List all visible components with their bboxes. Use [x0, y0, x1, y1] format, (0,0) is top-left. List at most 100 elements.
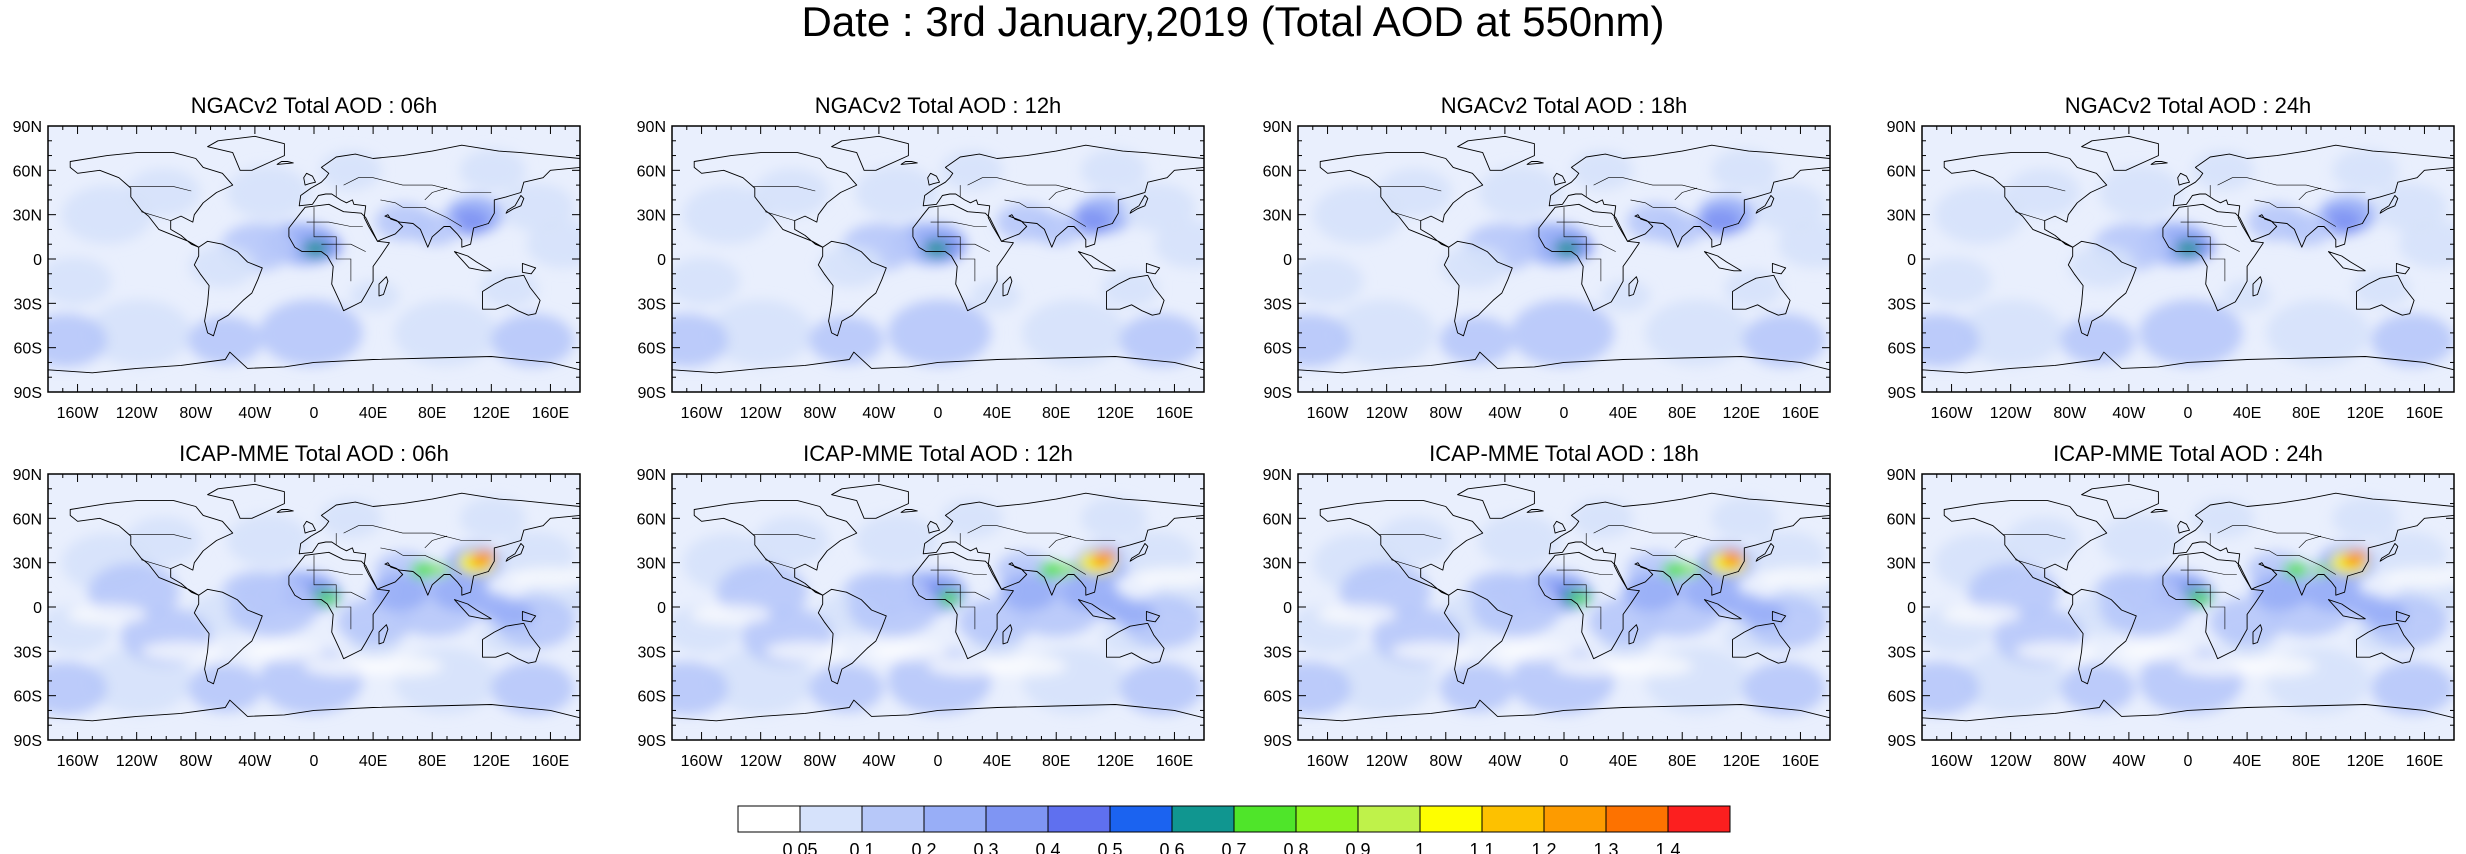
lon-label: 120W: [1366, 753, 1409, 770]
coastline: [831, 135, 909, 171]
clean-air-patch: [1941, 604, 2022, 625]
coastline: [2172, 144, 2454, 248]
lat-label: 30S: [14, 296, 42, 313]
lat-label: 90N: [637, 467, 666, 484]
lat-label: 30S: [638, 644, 666, 661]
lon-label: 160E: [2406, 753, 2443, 770]
lon-label: 40E: [359, 405, 387, 422]
coastline: [2081, 135, 2159, 171]
aod-plume: [48, 257, 112, 306]
colorbar-label: 1: [1415, 840, 1425, 854]
aod-plume: [478, 549, 496, 561]
coastline: [1106, 622, 1165, 664]
coastline: [276, 509, 294, 513]
country-border: [945, 243, 990, 252]
lat-label: 0: [657, 252, 666, 269]
lat-label: 30S: [1888, 296, 1916, 313]
country-border: [2003, 186, 2066, 192]
lon-label: 40E: [359, 753, 387, 770]
country-border: [1556, 221, 1613, 227]
panel-title: ICAP-MME Total AOD : 18h: [1429, 441, 1699, 466]
aod-plume: [1031, 213, 1082, 246]
panel-title: ICAP-MME Total AOD : 12h: [803, 441, 1073, 466]
lon-label: 160E: [1782, 405, 1819, 422]
aod-plume: [2371, 313, 2454, 367]
aod-map: 90N 60N 30N 0 30S 60S 90S 160W 120W 80W 40W 0 40E 80E…: [637, 119, 1205, 422]
coastline: [1457, 135, 1535, 171]
coastline: [1943, 152, 2108, 248]
aod-plume: [999, 573, 1058, 611]
coastline: [193, 240, 263, 337]
aod-plume: [754, 168, 829, 217]
coastline: [1298, 699, 1830, 740]
lon-label: 40W: [238, 753, 272, 770]
lon-label: 160W: [681, 405, 724, 422]
colorbar-label: 0.5: [1097, 840, 1122, 854]
clean-air-patch: [244, 641, 325, 662]
lon-label: 0: [934, 753, 943, 770]
aod-plume: [1439, 664, 1515, 713]
coastline: [378, 624, 389, 645]
aod-plume: [1922, 313, 1980, 367]
coastline: [912, 203, 1014, 312]
aod-plume: [2371, 661, 2454, 715]
lat-label: 90S: [1264, 385, 1292, 402]
aod-map: 90N 60N 30N 0 30S 60S 90S 160W 120W 80W 40W 0 40E 80E…: [13, 119, 581, 422]
lon-label: 80E: [418, 405, 446, 422]
aod-plume: [1742, 661, 1826, 715]
panel-title: NGACv2 Total AOD : 18h: [1440, 93, 1688, 118]
coastline: [1457, 483, 1535, 519]
country-border: [1593, 177, 1742, 193]
aod-plume: [1724, 269, 1783, 308]
clean-air-patch: [2118, 641, 2199, 662]
aod-plume: [1119, 661, 1203, 715]
aod-plume: [2352, 269, 2411, 308]
colorbar-label: 0.4: [1035, 840, 1060, 854]
coastline: [1077, 251, 1116, 272]
country-border: [1571, 243, 1616, 252]
aod-plume: [1699, 208, 1742, 236]
lat-label: 60N: [1263, 163, 1292, 180]
aod-plume: [1080, 149, 1147, 192]
colorbar-swatch: [1605, 805, 1669, 833]
aod-plume: [887, 299, 992, 367]
aod-plume: [349, 279, 400, 312]
lat-label: 0: [1283, 600, 1292, 617]
lon-label: 0: [934, 405, 943, 422]
lat-label: 30N: [637, 556, 666, 573]
coastline: [521, 262, 537, 275]
coastline: [2067, 240, 2137, 337]
coastline: [672, 699, 1204, 740]
aod-plume: [459, 149, 526, 192]
aod-plume: [1478, 513, 1562, 568]
lon-label: 80W: [2053, 753, 2087, 770]
coastline: [2172, 492, 2454, 596]
lat-label: 60N: [637, 163, 666, 180]
coastline: [1922, 351, 2454, 392]
lat-label: 30N: [1887, 556, 1916, 573]
aod-plume: [319, 498, 382, 539]
lon-label: 80E: [1042, 405, 1070, 422]
coastline: [207, 135, 285, 171]
aod-plume: [2365, 601, 2407, 628]
lon-label: 120E: [473, 753, 510, 770]
lon-label: 160E: [2406, 405, 2443, 422]
lat-label: 0: [33, 600, 42, 617]
aod-plume: [1569, 591, 1591, 605]
colorbar-swatch: [861, 805, 925, 833]
country-border: [1004, 547, 1027, 556]
country-border: [424, 187, 448, 201]
lon-label: 160W: [1307, 405, 1350, 422]
country-border: [1593, 525, 1742, 541]
aod-plume: [1298, 661, 1352, 715]
aod-plume: [1711, 149, 1778, 192]
lat-label: 90N: [1887, 467, 1916, 484]
lon-label: 80W: [179, 405, 213, 422]
country-border: [1026, 555, 1086, 575]
country-border: [1563, 207, 1602, 282]
coastline: [2395, 262, 2411, 275]
lat-label: 60S: [638, 689, 666, 706]
colorbar-label: 0.3: [973, 840, 998, 854]
aod-plume: [2372, 183, 2447, 232]
